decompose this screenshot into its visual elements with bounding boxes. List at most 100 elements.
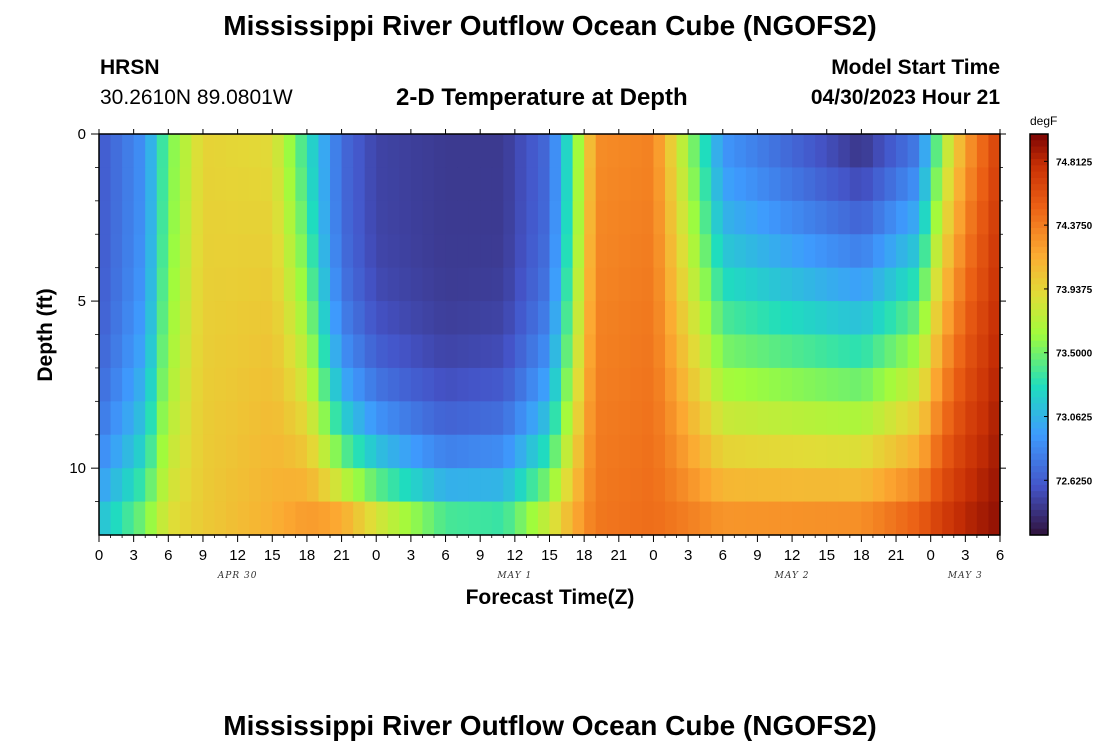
heatmap-cell [618, 434, 631, 469]
heatmap-cell [110, 234, 123, 269]
heatmap-cell [768, 167, 782, 202]
heatmap-cell [249, 501, 262, 536]
heatmap-cell [480, 167, 493, 202]
heatmap-cell [283, 468, 296, 503]
x-tick-label: 0 [649, 547, 657, 564]
heatmap-cell [433, 167, 447, 202]
heatmap-cell [630, 401, 643, 436]
heatmap-cell [226, 367, 239, 402]
heatmap-cell [133, 468, 146, 503]
heatmap-cell [364, 134, 377, 169]
heatmap-cell [780, 434, 793, 469]
x-tick-label: 12 [507, 547, 524, 564]
heatmap-cell [838, 434, 851, 469]
heatmap-cell [145, 468, 158, 503]
heatmap-cell [595, 501, 608, 536]
heatmap-cell [306, 401, 320, 436]
heatmap-cell [815, 468, 828, 503]
heatmap-cell [353, 167, 366, 202]
heatmap-cell [122, 501, 135, 536]
heatmap-cell [330, 134, 343, 169]
heatmap-cell [480, 267, 493, 302]
heatmap-cell [480, 401, 493, 436]
colorbar-segment [1030, 509, 1048, 517]
x-tick-label: 18 [576, 547, 593, 564]
heatmap-cell [168, 234, 181, 269]
heatmap-cell [549, 334, 562, 369]
heatmap-cell [884, 200, 897, 235]
heatmap-cell [688, 468, 701, 503]
heatmap-cell [757, 434, 770, 469]
heatmap-cell [618, 334, 631, 369]
heatmap-cell [641, 367, 655, 402]
heatmap-cell [815, 501, 828, 536]
heatmap-cell [722, 334, 735, 369]
heatmap-cell [815, 167, 828, 202]
heatmap-cell [792, 434, 805, 469]
heatmap-cell [122, 267, 135, 302]
heatmap-cell [803, 301, 816, 336]
heatmap-cell [410, 200, 424, 235]
heatmap-cell [226, 134, 239, 169]
heatmap-cell [353, 468, 366, 503]
heatmap-cell [353, 200, 366, 235]
heatmap-cell [353, 434, 366, 469]
heatmap-cell [838, 301, 851, 336]
x-tick-label: 15 [541, 547, 558, 564]
colorbar-segment [1030, 528, 1048, 536]
heatmap-cell [757, 401, 770, 436]
heatmap-cell [191, 301, 204, 336]
heatmap-cell [584, 501, 597, 536]
heatmap-cell [561, 167, 574, 202]
heatmap-cell [341, 167, 354, 202]
heatmap-cell [179, 468, 193, 503]
heatmap-cell [930, 401, 943, 436]
heatmap-cell [584, 200, 597, 235]
heatmap-cell [665, 134, 678, 169]
heatmap-cell [306, 367, 320, 402]
heatmap-cell [884, 267, 897, 302]
heatmap-cell [410, 167, 424, 202]
heatmap-cell [665, 234, 678, 269]
heatmap-cell [491, 234, 504, 269]
heatmap-cell [399, 134, 412, 169]
heatmap-cell [572, 301, 585, 336]
colorbar-tick-label: 73.9375 [1056, 285, 1093, 296]
heatmap-cell [676, 401, 689, 436]
heatmap-cell [341, 267, 354, 302]
heatmap-cell [792, 468, 805, 503]
heatmap-cell [491, 501, 504, 536]
heatmap-cell [168, 301, 181, 336]
heatmap-cell [364, 434, 377, 469]
heatmap-cell [699, 301, 712, 336]
x-tick-label: 0 [372, 547, 380, 564]
heatmap-cell [584, 367, 597, 402]
heatmap-cell [295, 401, 308, 436]
heatmap-cell [722, 234, 735, 269]
heatmap-cell [849, 468, 862, 503]
heatmap-cell [306, 301, 320, 336]
heatmap-cell [387, 401, 400, 436]
heatmap-cell [468, 434, 481, 469]
heatmap-cell [872, 434, 886, 469]
heatmap-cell [99, 134, 112, 169]
heatmap-cell [861, 301, 874, 336]
heatmap-cell [792, 501, 805, 536]
heatmap-cell [699, 200, 712, 235]
heatmap-cell [595, 367, 608, 402]
heatmap-cell [260, 134, 273, 169]
heatmap-cell [549, 134, 562, 169]
heatmap-cell [318, 301, 331, 336]
heatmap-cell [757, 501, 770, 536]
heatmap-cell [468, 334, 481, 369]
heatmap-cell [849, 234, 862, 269]
heatmap-cell [711, 267, 724, 302]
heatmap-cell [191, 468, 204, 503]
colorbar-segment [1030, 271, 1048, 279]
heatmap-cell [537, 167, 551, 202]
heatmap-cell [480, 434, 493, 469]
heatmap-cell [202, 501, 216, 536]
heatmap-cell [249, 234, 262, 269]
heatmap-cell [653, 501, 666, 536]
heatmap-cell [422, 434, 435, 469]
